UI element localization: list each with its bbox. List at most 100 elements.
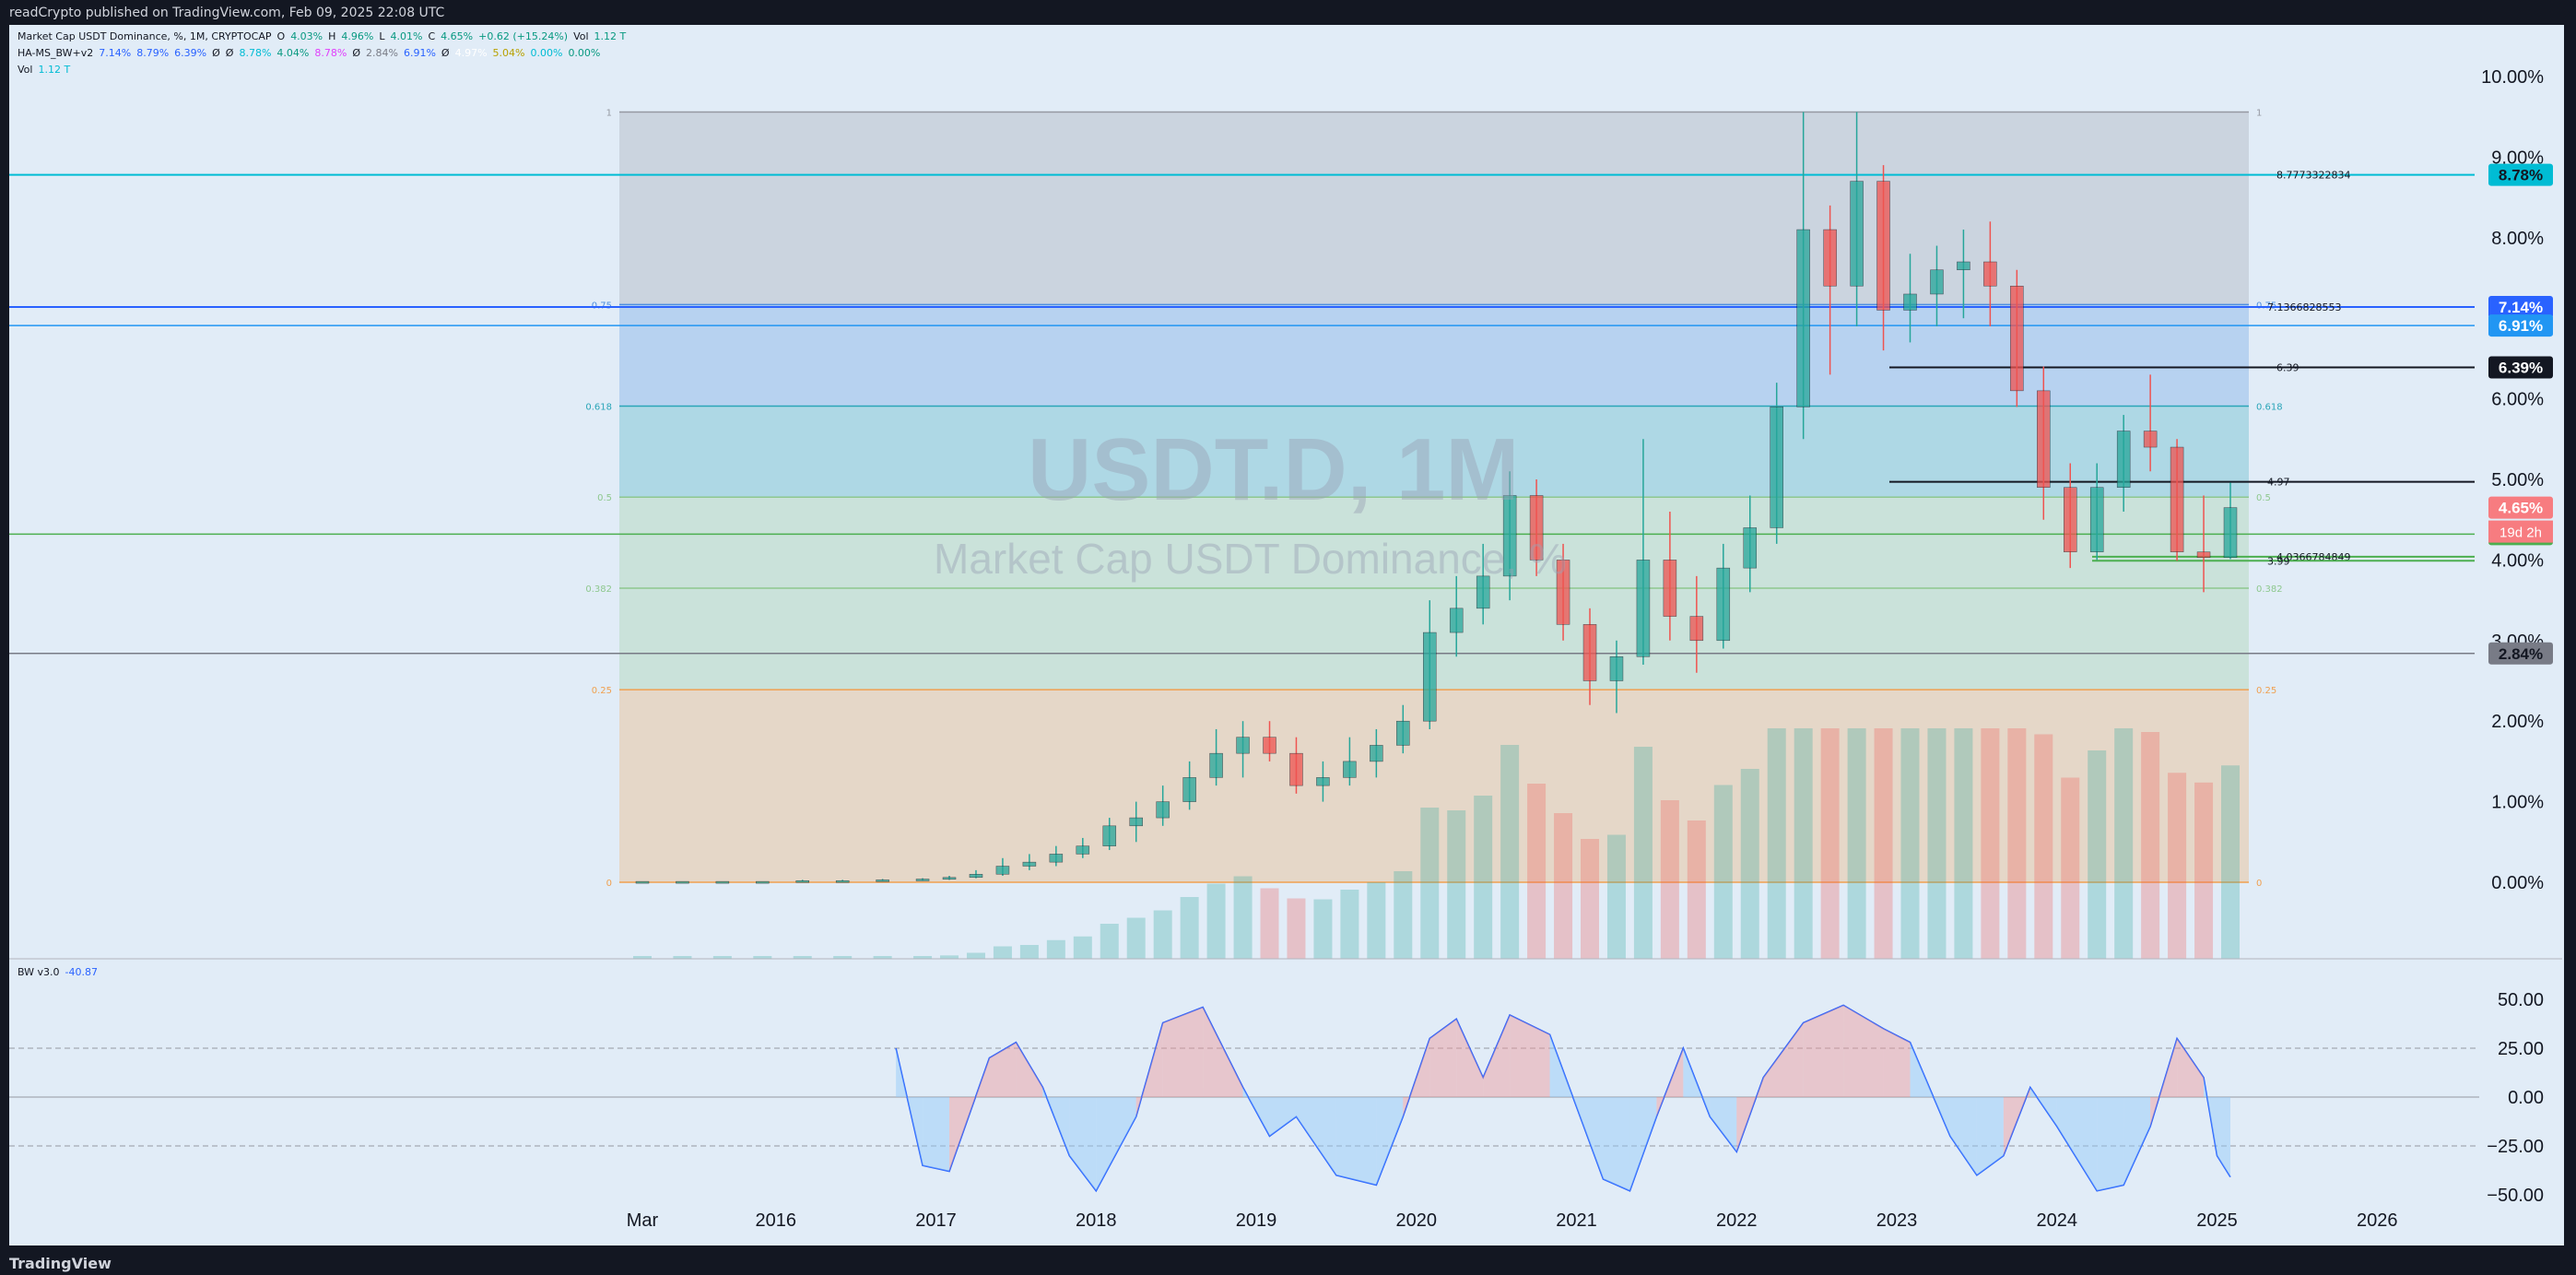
candle-body	[756, 880, 770, 884]
bw-oscillator-pane[interactable]: 50.00 25.00 0.00 −25.00 −50.00	[9, 958, 2562, 1206]
candle-body	[1396, 720, 1410, 746]
candle-body	[2170, 446, 2184, 552]
candle-body	[715, 880, 730, 884]
volume-bar	[1581, 839, 1600, 959]
price-label-box-4	[2488, 496, 2553, 519]
price-label-text-1: 7.14%	[2499, 299, 2543, 316]
candle-body	[2196, 551, 2211, 559]
countdown-label: 19d 2h	[2500, 525, 2542, 541]
oscillator-fill	[1549, 1034, 1577, 1107]
vol-value: 1.12 T	[38, 64, 71, 76]
legend-open: 4.03%	[290, 30, 323, 42]
volume-bar	[1713, 785, 1733, 959]
chart-frame	[9, 25, 2564, 1245]
price-axis[interactable]: 10.00%9.00%8.00%7.00%6.00%5.00%4.00%3.00…	[2481, 67, 2544, 893]
volume-bar	[966, 952, 985, 959]
oscillator-fill	[1883, 1028, 1911, 1097]
oscillator-fill	[923, 1097, 950, 1172]
volume-bar	[753, 956, 772, 959]
volume-bar	[2141, 732, 2160, 959]
oscillator-fill	[1603, 1097, 1630, 1191]
oscillator-fill	[1576, 1097, 1604, 1180]
volume-bar	[1100, 924, 1119, 959]
oscillator-fill	[1976, 1097, 2004, 1175]
oscillator-name: BW v3.0	[18, 966, 60, 978]
oscillator-tick-label: −25.00	[2487, 1137, 2544, 1157]
tradingview-logo: TradingView	[9, 1255, 112, 1272]
ind-val-6: 8.78%	[314, 47, 347, 59]
legend-vol: 1.12 T	[594, 30, 627, 42]
volume-bar	[1260, 888, 1279, 959]
volume-bar	[1447, 810, 1466, 959]
price-chart[interactable]: 1 1 0.75 0.75 0.618 0.618 0.5 0.5 0.382 0.382 0.25…	[0, 25, 2576, 1250]
oscillator-fill	[1949, 1097, 1977, 1175]
candle-body	[2143, 431, 2158, 448]
oscillator-fill	[1456, 1019, 1484, 1097]
ind-val-10: 5.04%	[492, 47, 525, 59]
price-label-box-1	[2488, 295, 2553, 318]
horizontal-line-label-2: 6.39	[2276, 362, 2300, 374]
candle-body	[1449, 608, 1464, 633]
horizontal-line-label-0: 8.7773322834	[2276, 170, 2350, 182]
oscillator-fill	[1296, 1097, 1336, 1175]
time-axis[interactable]: Mar 2016 2017 2018 2019 2020 2021 2022 2023 2024 2…	[627, 1210, 2398, 1231]
fib-level-label-5: 0.25	[592, 686, 612, 696]
published-header: readCrypto published on TradingView.com,…	[0, 0, 2576, 25]
candle-body	[1582, 624, 1597, 681]
candle-body	[1263, 737, 1276, 754]
fib-zone-0	[619, 112, 2249, 305]
volume-bar	[2061, 777, 2080, 959]
candle-body	[1049, 854, 1064, 863]
time-tick-label: 2019	[1236, 1210, 1277, 1231]
legend-line-2: HA-MS_BW+v2 7.14% 8.79% 6.39% Ø Ø 8.78% 4.04% 8.…	[18, 47, 606, 59]
candle-body	[1689, 616, 1704, 642]
countdown-box	[2488, 520, 2553, 543]
candle-body	[1983, 261, 1997, 287]
oscillator-fill	[1843, 1005, 1884, 1097]
volume-bar	[1927, 728, 1947, 959]
horizontal-line-label-3: 4.97	[2267, 477, 2290, 489]
price-label-text-0: 8.78%	[2499, 167, 2543, 184]
volume-bar	[2007, 728, 2027, 959]
volume-bar	[1420, 808, 1440, 959]
candle-body	[795, 880, 809, 883]
volume-bar	[1820, 728, 1840, 959]
candle-body	[995, 866, 1010, 875]
oscillator-fill	[2217, 1097, 2230, 1177]
price-label-text-6: 2.84%	[2499, 645, 2543, 663]
oscillator-fill	[2097, 1097, 2124, 1191]
candle-body	[1316, 777, 1330, 786]
oscillator-fill	[1403, 1038, 1430, 1117]
ind-val-8: 6.91%	[403, 47, 436, 59]
candle-body	[969, 874, 983, 879]
ind-val-3: 6.39%	[174, 47, 207, 59]
volume-bar	[1126, 917, 1146, 959]
candle-body	[1502, 495, 1517, 577]
volume-bar	[1847, 728, 1866, 959]
candle-body	[1156, 801, 1170, 819]
volume-bar	[712, 956, 732, 959]
oscillator-fill	[1269, 1097, 1297, 1137]
oscillator-fill	[2056, 1097, 2098, 1191]
legend-high: 4.96%	[341, 30, 374, 42]
volume-bar	[1527, 784, 1547, 959]
fib-zone-1	[619, 304, 2249, 407]
price-tick-label: 5.00%	[2491, 470, 2544, 490]
volume-bar	[1633, 747, 1653, 959]
time-tick-label: 2020	[1396, 1210, 1438, 1231]
ind-val-9: 4.97%	[454, 47, 488, 59]
indicator-name: HA-MS_BW+v2	[18, 47, 94, 59]
volume-bar	[1900, 728, 1920, 959]
fib-retracement[interactable]: 1 1 0.75 0.75 0.618 0.618 0.5 0.5 0.382 0.382 0.25…	[585, 108, 2282, 889]
candle-body	[915, 879, 930, 881]
volume-bar	[793, 956, 812, 959]
volume-bar	[1554, 813, 1573, 959]
horizontal-lines[interactable]: 8.77733228347.13668285536.394.974.036678…	[9, 170, 2475, 655]
oscillator-fill	[989, 1042, 1017, 1097]
candles[interactable]	[635, 112, 2238, 884]
volume-bar	[1981, 728, 2000, 959]
candle-body	[1796, 229, 1810, 407]
volume-bar	[1474, 796, 1493, 959]
oscillator-fill	[1683, 1048, 1711, 1117]
ind-sep-1: Ø	[212, 47, 220, 59]
